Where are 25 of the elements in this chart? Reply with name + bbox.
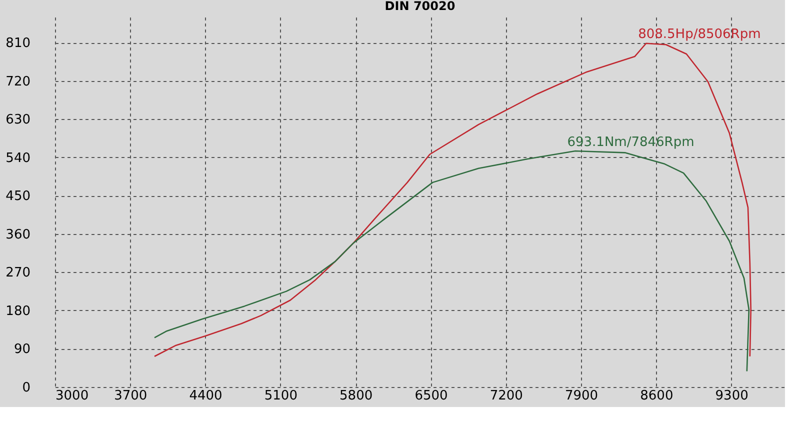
y-tick-label: 720 xyxy=(6,74,30,90)
line-series xyxy=(154,42,752,358)
line-series xyxy=(154,150,750,372)
annotation: 808.5Hp/8506Rpm xyxy=(638,27,761,42)
x-tick-label: 4400 xyxy=(189,388,222,404)
x-tick-label: 3000 xyxy=(56,388,89,404)
x-tick-label: 5100 xyxy=(264,388,298,404)
y-tick-label: 450 xyxy=(6,189,30,204)
chart-title: DIN 70020 xyxy=(384,0,456,13)
y-tick-label: 90 xyxy=(14,342,30,358)
x-tick-label: 3700 xyxy=(114,388,148,404)
y-tick-label: 270 xyxy=(6,266,30,281)
x-tick-label: 7200 xyxy=(490,388,523,404)
y-tick-label: 630 xyxy=(6,112,30,128)
x-tick-label: 7900 xyxy=(564,388,598,404)
x-tick-label: 8600 xyxy=(640,388,674,404)
y-tick-label: 810 xyxy=(6,36,30,52)
x-tick-label: 6500 xyxy=(414,388,448,404)
y-tick-label: 360 xyxy=(6,227,30,242)
x-tick-label: 5800 xyxy=(340,388,373,404)
y-tick-label: 540 xyxy=(6,150,30,166)
y-tick-label: 180 xyxy=(6,304,30,319)
x-tick-label: 9300 xyxy=(715,388,748,404)
y-tick-label: 0 xyxy=(22,380,30,396)
annotation: 693.1Nm/7846Rpm xyxy=(567,134,694,150)
